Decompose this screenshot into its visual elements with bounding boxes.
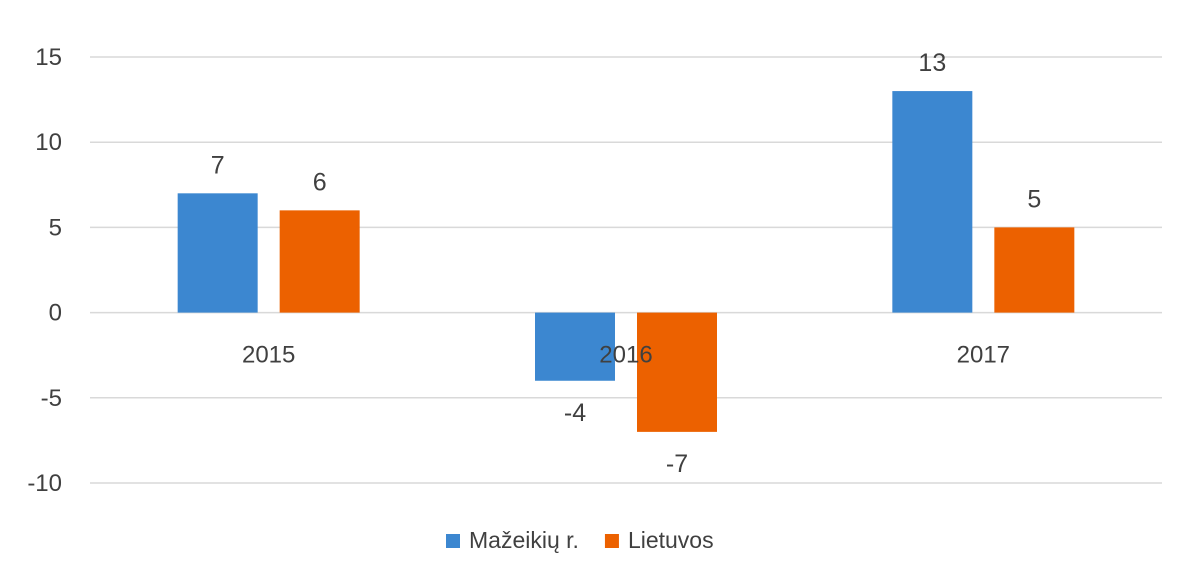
data-label: 5 [1027,185,1041,213]
data-label: 13 [918,49,946,77]
y-tick-label: 0 [49,300,62,327]
y-axis-tick-labels: 15 10 5 0 -5 -10 [27,44,62,497]
legend-label: Lietuvos [628,527,714,553]
legend-label: Mažeikių r. [469,527,579,553]
legend: Mažeikių r. Lietuvos [446,527,714,553]
bar-2016-series-1 [535,312,615,381]
data-label: 6 [313,168,327,196]
y-tick-label: 10 [35,129,62,156]
x-axis-category-labels: 2015 2016 2017 [242,342,1010,369]
bar-2017-series-2 [994,227,1075,313]
x-category-label: 2016 [599,342,652,369]
bar-2015-series-2 [279,210,360,313]
data-label: 7 [211,151,225,179]
x-category-label: 2017 [957,342,1010,369]
legend-swatch [446,534,460,548]
bar-2017-series-1 [892,91,973,313]
y-tick-label: -5 [41,385,62,412]
legend-swatch [604,534,619,548]
bars [177,91,1075,432]
y-tick-label: -10 [27,470,62,497]
y-tick-label: 5 [49,214,62,241]
data-label: -7 [666,450,688,478]
bar-2016-series-2 [637,312,717,432]
bar-2015-series-1 [177,193,258,313]
x-category-label: 2015 [242,342,295,369]
data-labels: 7 6 -4 -7 13 5 [211,49,1042,478]
gridlines [90,56,1162,484]
data-label: -4 [564,399,586,427]
y-tick-label: 15 [35,44,62,71]
